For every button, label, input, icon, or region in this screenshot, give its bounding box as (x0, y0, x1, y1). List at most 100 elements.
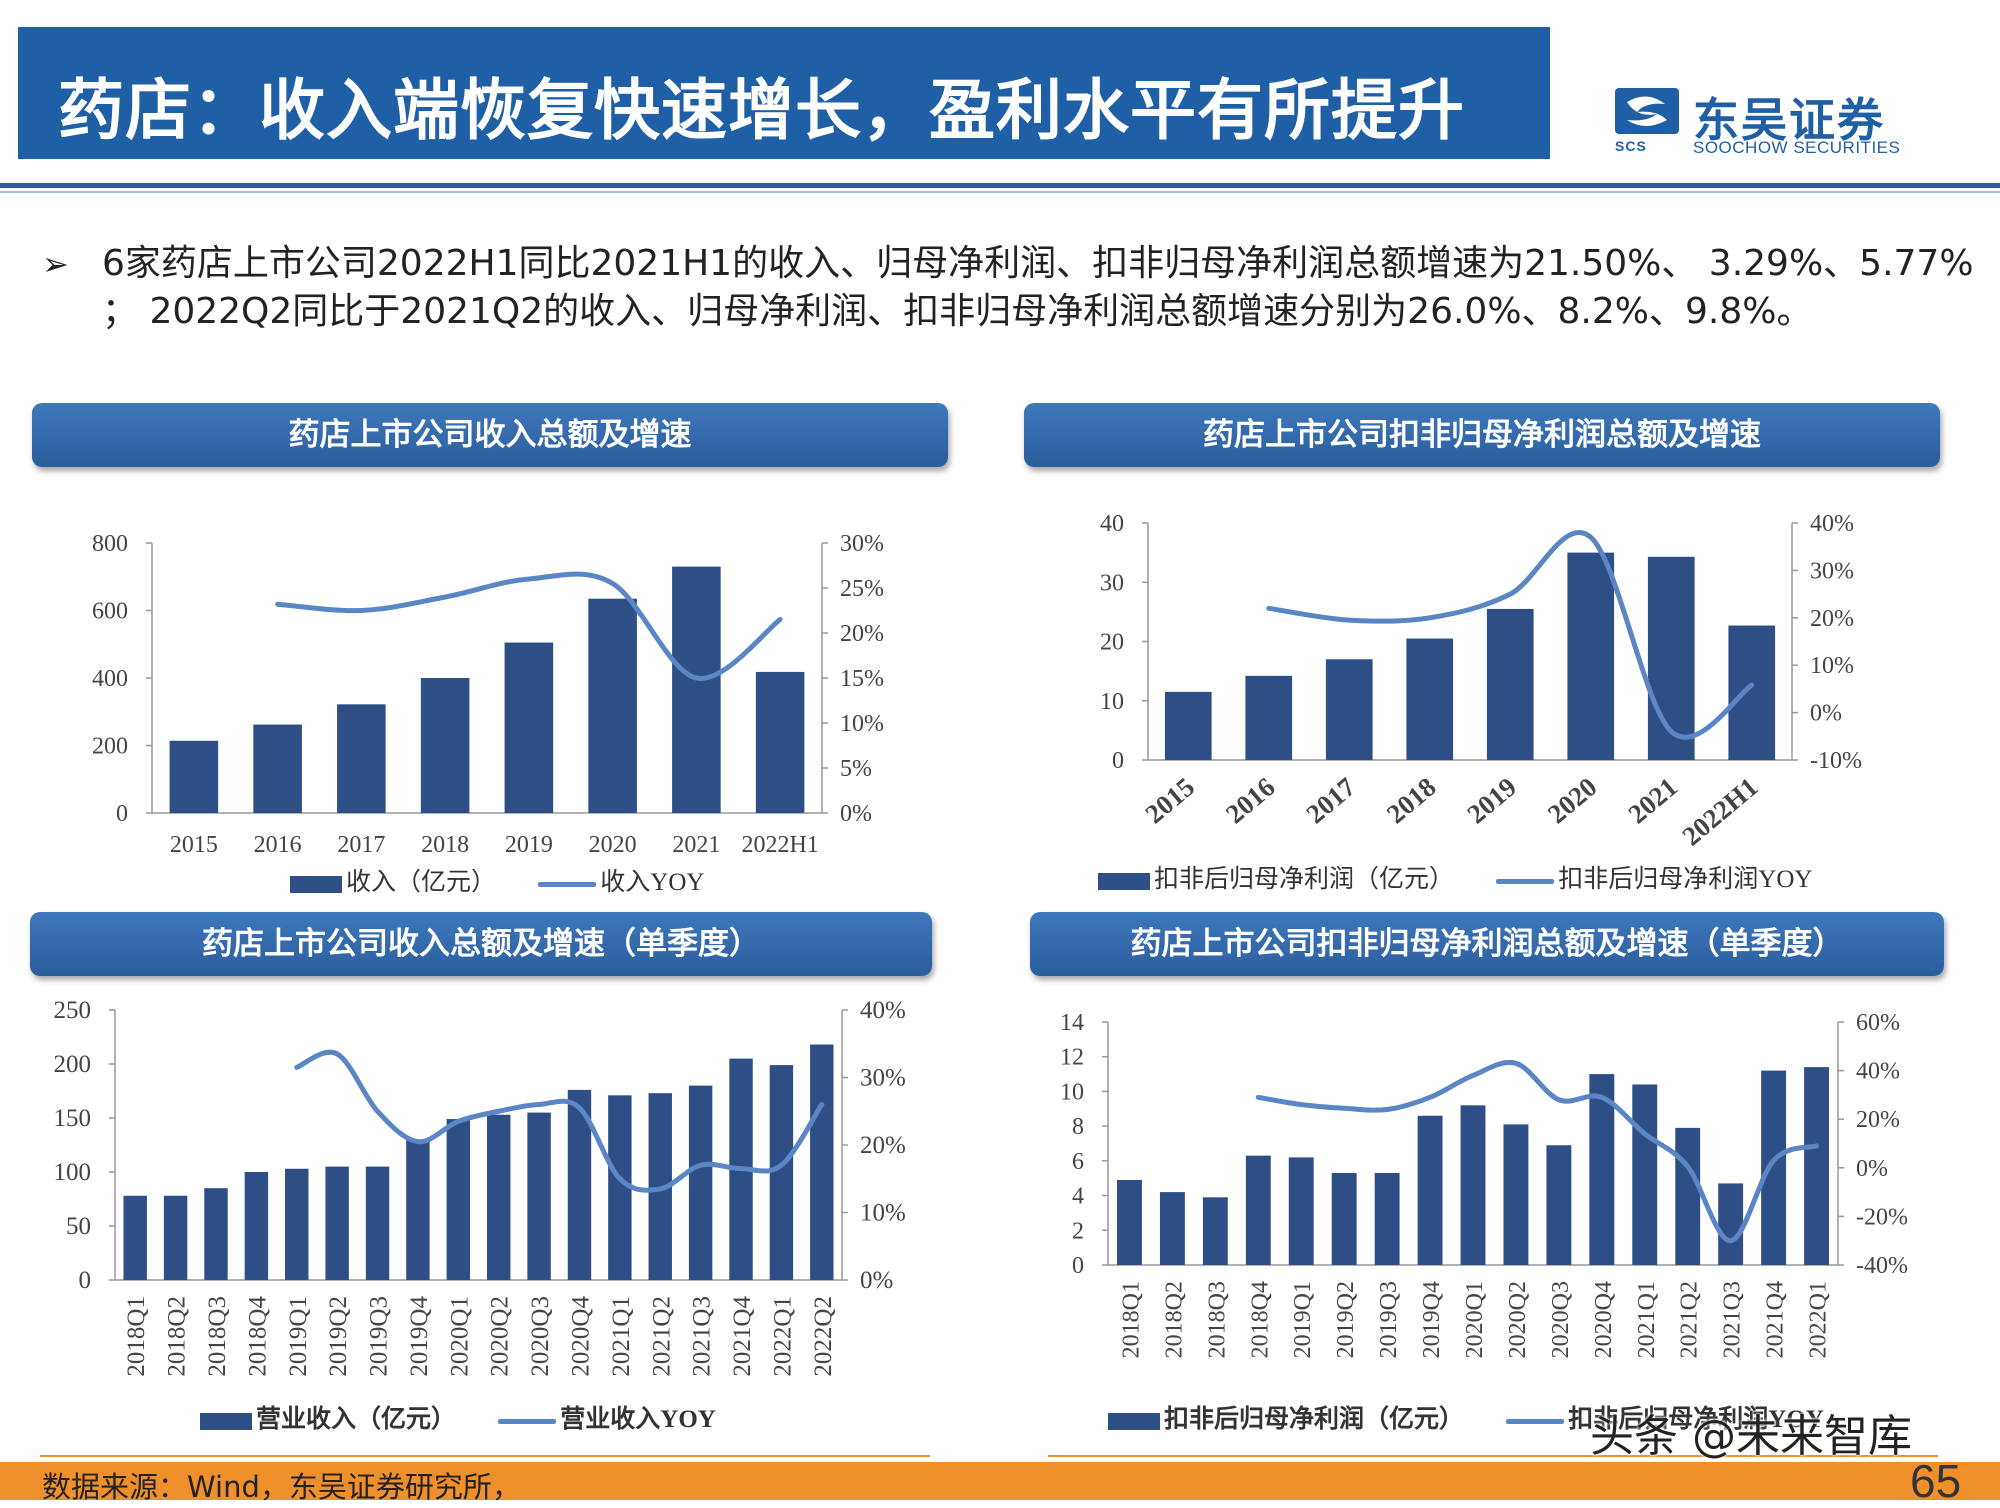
x-tick-label: 2016 (254, 832, 302, 858)
x-tick-label: 2018 (421, 832, 469, 858)
x-tick-label: 2016 (1220, 772, 1281, 830)
y-tick-label-right: 40% (1810, 511, 1854, 537)
legend-bar-label: 扣非后归母净利润（亿元） (1154, 866, 1455, 893)
x-tick-label: 2020Q4 (1591, 1281, 1617, 1358)
legend-profit: 扣非后归母净利润（亿元） 扣非后归母净利润YOY (1098, 859, 1812, 895)
legend-bar-swatch (200, 1412, 252, 1430)
bar (1486, 608, 1534, 760)
y-tick-label-right: 20% (1810, 606, 1854, 632)
bar (1117, 1179, 1142, 1265)
y-tick-label-right: -40% (1856, 1253, 1908, 1279)
legend-bar-swatch (290, 875, 342, 893)
bar (1417, 1115, 1443, 1265)
legend-line-swatch (1496, 878, 1555, 884)
x-tick-label: 2018Q1 (1118, 1281, 1144, 1358)
x-tick-label: 2018Q1 (123, 1296, 150, 1377)
x-tick-label: 2021Q1 (1634, 1281, 1660, 1358)
x-tick-label: 2018Q2 (164, 1296, 191, 1377)
y-tick-label-left: 400 (92, 666, 128, 692)
legend-bar-swatch (1098, 872, 1150, 890)
x-tick-label: 2020Q3 (1548, 1281, 1574, 1358)
legend-bar-label: 营业收入（亿元） (256, 1406, 457, 1433)
bar (1245, 675, 1293, 760)
x-tick-label: 2020Q2 (487, 1296, 514, 1377)
bar (567, 1089, 592, 1280)
y-tick-label-right: 10% (1810, 653, 1854, 679)
x-tick-label: 2021Q2 (1677, 1281, 1703, 1358)
brand-logo: SCS 东吴证券 SOOCHOW SECURITIES (1615, 88, 1935, 160)
x-tick-label: 2021Q4 (1763, 1281, 1789, 1358)
x-tick-label: 2018Q3 (204, 1296, 231, 1377)
y-tick-label-left: 600 (92, 599, 128, 625)
bar (527, 1112, 551, 1280)
bar (688, 1085, 713, 1280)
y-tick-label-left: 800 (92, 531, 128, 557)
bar (1374, 1173, 1400, 1265)
y-tick-label-right: -10% (1810, 748, 1862, 774)
y-tick-label-right: 5% (840, 756, 872, 782)
legend-line-swatch (1506, 1418, 1565, 1424)
legend-line-label: 营业收入YOY (560, 1406, 716, 1433)
y-tick-label-right: 60% (1856, 1010, 1900, 1036)
bar (1761, 1070, 1787, 1265)
x-tick-label: 2015 (170, 832, 218, 858)
x-tick-label: 2019Q2 (325, 1296, 352, 1377)
bar (1325, 659, 1373, 760)
bar (244, 1172, 269, 1280)
bar (1728, 625, 1776, 760)
x-tick-label: 2018Q4 (1247, 1281, 1273, 1358)
y-tick-label-right: 0% (840, 801, 872, 827)
legend-line-swatch (498, 1418, 557, 1424)
x-tick-label: 2021Q1 (608, 1296, 635, 1377)
brand-abbr: SCS (1615, 138, 1647, 154)
bar (169, 740, 219, 813)
footer-separator-left (40, 1455, 930, 1457)
bar (163, 1195, 188, 1280)
bar (504, 642, 554, 813)
bar (588, 598, 637, 813)
legend-line-label: 扣非后归母净利润YOY (1568, 1406, 1824, 1433)
y-tick-label-left: 0 (116, 801, 128, 827)
x-tick-label: 2019Q2 (1333, 1281, 1359, 1358)
x-tick-label: 2019Q1 (285, 1296, 312, 1377)
bar (1567, 552, 1615, 760)
y-tick-label-left: 200 (54, 1051, 92, 1078)
y-tick-label-right: 20% (1856, 1107, 1900, 1133)
y-tick-label-right: 15% (840, 666, 884, 692)
legend-bar-swatch (1108, 1412, 1160, 1430)
y-tick-label-right: 10% (840, 711, 884, 737)
panel-title-revenue-quarterly: 药店上市公司收入总额及增速（单季度） (30, 912, 932, 976)
y-tick-label-left: 12 (1060, 1045, 1084, 1071)
y-tick-label-left: 200 (92, 734, 128, 760)
legend-bar-label: 收入（亿元） (346, 869, 497, 896)
x-tick-label: 2019Q3 (366, 1296, 393, 1377)
yoy-line (1255, 1059, 1820, 1244)
y-tick-label-right: -20% (1856, 1204, 1908, 1230)
y-tick-label-left: 20 (1100, 630, 1124, 656)
y-tick-label-right: 30% (860, 1065, 906, 1092)
panel-title-profit-quarterly: 药店上市公司扣非归母净利润总额及增速（单季度） (1030, 912, 1944, 976)
title-bar: 药店：收入端恢复快速增长，盈利水平有所提升 (18, 27, 1550, 159)
y-tick-label-left: 40 (1100, 511, 1124, 537)
brand-name-en: SOOCHOW SECURITIES (1693, 138, 1901, 157)
bar (1245, 1155, 1271, 1265)
y-tick-label-left: 4 (1072, 1184, 1084, 1210)
x-tick-label: 2020Q4 (567, 1296, 594, 1377)
x-tick-label: 2018Q2 (1161, 1281, 1187, 1358)
footer-separator-right (1048, 1455, 1938, 1457)
y-tick-label-right: 40% (1856, 1059, 1900, 1085)
y-tick-label-left: 10 (1100, 689, 1124, 715)
x-tick-label: 2019 (1461, 772, 1522, 830)
y-tick-label-right: 20% (840, 621, 884, 647)
y-tick-label-right: 30% (1810, 558, 1854, 584)
bar (1718, 1183, 1744, 1265)
x-tick-label: 2018 (1381, 772, 1442, 830)
bar (365, 1166, 390, 1280)
x-tick-label: 2022Q1 (769, 1296, 796, 1377)
y-tick-label-left: 150 (54, 1105, 92, 1132)
yoy-line (1266, 530, 1755, 740)
x-tick-label: 2021Q2 (648, 1296, 675, 1377)
y-tick-label-left: 2 (1072, 1218, 1084, 1244)
bar (486, 1114, 511, 1280)
